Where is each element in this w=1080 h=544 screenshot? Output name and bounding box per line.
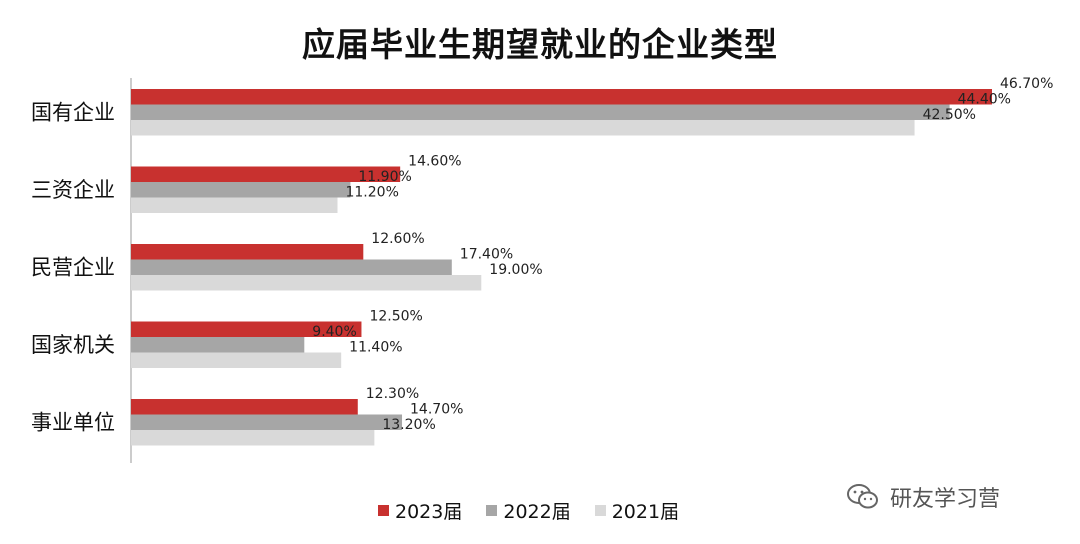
data-label: 17.40%: [460, 247, 513, 263]
bar: [131, 120, 915, 136]
legend-label-2023: 2023届: [395, 500, 463, 523]
data-label: 12.30%: [366, 386, 419, 402]
category-label: 三资企业: [31, 178, 115, 202]
watermark: 研友学习营: [846, 481, 1000, 513]
legend-label-2022: 2022届: [503, 500, 571, 523]
bar: [131, 414, 403, 430]
legend-item-2023: 2023届: [378, 497, 462, 524]
data-label: 42.50%: [923, 107, 976, 123]
data-label: 46.70%: [1000, 76, 1053, 92]
legend-item-2022: 2022届: [486, 497, 571, 524]
data-label: 11.20%: [345, 185, 398, 201]
bar: [131, 244, 364, 260]
category-label: 国有企业: [31, 100, 115, 124]
legend-swatch-2023: [378, 504, 389, 516]
watermark-text: 研友学习营: [890, 487, 1001, 512]
bar: [131, 399, 358, 415]
data-label: 19.00%: [489, 262, 542, 278]
data-label: 12.60%: [371, 231, 424, 247]
bars: [131, 89, 992, 446]
data-label: 11.40%: [349, 340, 402, 356]
legend-swatch-2022: [486, 504, 498, 516]
data-label: 14.60%: [408, 154, 461, 170]
legend-item-2021: 2021届: [594, 497, 680, 524]
bar: [131, 259, 452, 275]
bar: [131, 321, 362, 337]
value-labels: 46.70%44.40%42.50% 14.60%11.90%11.20% 12.6…: [312, 76, 1053, 433]
bar: [131, 89, 992, 105]
data-label: 13.20%: [382, 417, 435, 433]
data-label: 14.70%: [410, 402, 463, 418]
data-label: 9.40%: [312, 324, 356, 340]
bar: [131, 430, 375, 446]
legend: 2023届 2022届 2021届: [378, 497, 703, 523]
legend-label-2021: 2021届: [611, 500, 680, 523]
bar: [131, 166, 401, 182]
bar: [131, 352, 342, 368]
category-label: 民营企业: [31, 255, 115, 279]
category-label: 事业单位: [31, 410, 115, 434]
data-label: 44.40%: [958, 92, 1011, 108]
chart-title: 应届毕业生期望就业的企业类型: [302, 25, 778, 64]
bar: [131, 104, 950, 120]
category-label: 国家机关: [31, 333, 115, 357]
bar: [131, 337, 305, 353]
bar: [131, 182, 351, 198]
data-label: 12.50%: [369, 309, 422, 325]
legend-swatch-2021: [594, 504, 606, 516]
data-label: 11.90%: [358, 169, 411, 185]
bar: [131, 275, 482, 291]
wechat-icon: [847, 484, 878, 509]
bar: [131, 197, 338, 213]
